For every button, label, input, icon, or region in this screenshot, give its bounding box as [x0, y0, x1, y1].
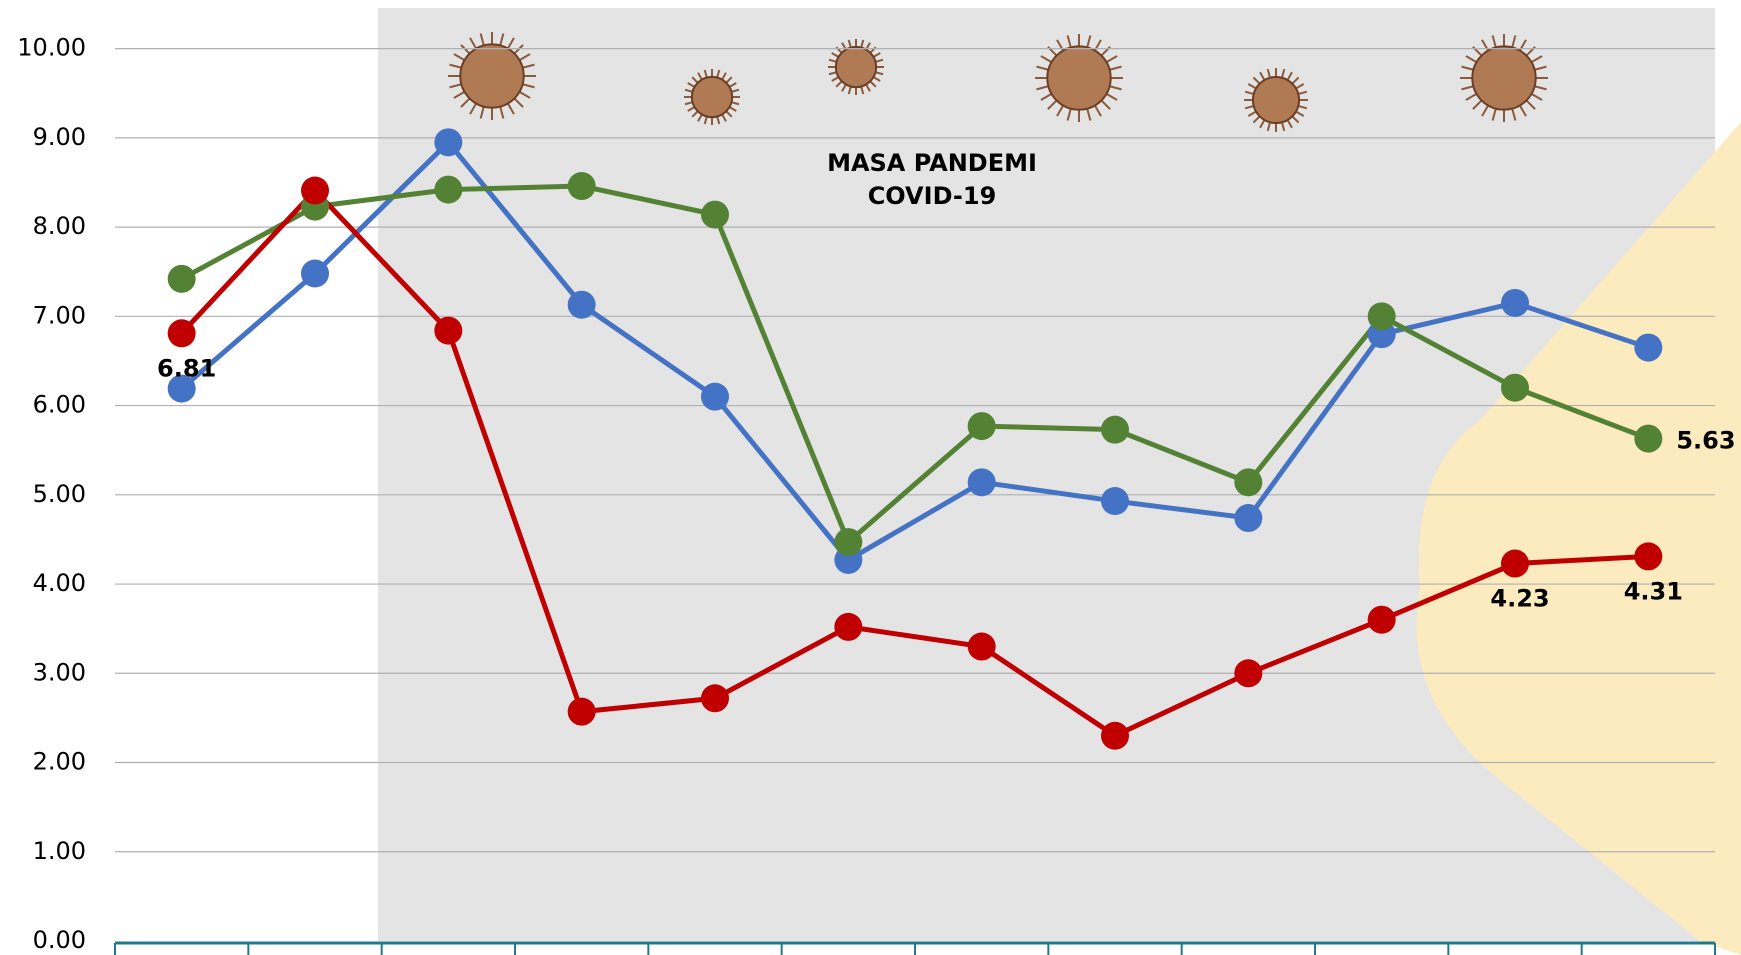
data-label: 6.81: [157, 354, 216, 382]
data-point: [1501, 374, 1529, 402]
data-point: [701, 383, 729, 411]
data-point: [434, 317, 462, 345]
y-tick-label: 8.00: [33, 212, 86, 240]
y-tick-label: 1.00: [33, 837, 86, 865]
data-point: [701, 201, 729, 229]
data-point: [568, 698, 596, 726]
y-tick-label: 5.00: [33, 480, 86, 508]
data-label: 4.23: [1490, 585, 1549, 613]
data-point: [568, 172, 596, 200]
data-point: [968, 468, 996, 496]
data-point: [301, 177, 329, 205]
chart: MASA PANDEMI COVID-19 0.00 1.00 2.00 3.00 4.…: [0, 0, 1741, 955]
data-point: [434, 128, 462, 156]
data-point: [834, 528, 862, 556]
data-point: [1501, 289, 1529, 317]
annotation: COVID-19: [868, 182, 997, 210]
data-point: [1234, 504, 1262, 532]
data-point: [701, 684, 729, 712]
data-point: [834, 613, 862, 641]
data-point: [1101, 416, 1129, 444]
y-tick-label: 10.00: [17, 34, 86, 62]
virus-icon: [828, 39, 884, 95]
data-point: [168, 319, 196, 347]
annotation: MASA PANDEMI: [827, 149, 1037, 177]
data-point: [1234, 468, 1262, 496]
data-point: [1368, 606, 1396, 634]
data-point: [1501, 550, 1529, 578]
data-point: [568, 291, 596, 319]
data-point: [1101, 487, 1129, 515]
virus-body: [836, 47, 876, 87]
data-label: 5.63: [1676, 427, 1735, 455]
data-point: [1368, 302, 1396, 330]
y-tick-label: 3.00: [33, 658, 86, 686]
virus-icon: [1460, 34, 1548, 122]
data-label: 4.31: [1624, 577, 1683, 605]
y-tick-label: 0.00: [33, 926, 86, 954]
data-point: [1634, 334, 1662, 362]
virus-body: [692, 77, 732, 117]
data-point: [968, 412, 996, 440]
virus-icon: [448, 32, 536, 120]
virus-icon: [684, 69, 740, 125]
virus-icon: [1244, 68, 1308, 132]
virus-icon: [1035, 34, 1123, 122]
data-point: [1101, 722, 1129, 750]
virus-body: [1253, 77, 1299, 123]
virus-body: [460, 44, 523, 107]
data-point: [434, 176, 462, 204]
y-tick-label: 2.00: [33, 748, 86, 776]
data-point: [301, 259, 329, 287]
virus-body: [1047, 46, 1110, 109]
data-point: [1634, 425, 1662, 453]
virus-body: [1472, 46, 1535, 109]
y-tick-label: 6.00: [33, 391, 86, 419]
y-tick-label: 9.00: [33, 123, 86, 151]
data-point: [1634, 542, 1662, 570]
y-tick-label: 7.00: [33, 301, 86, 329]
data-point: [1234, 659, 1262, 687]
data-point: [968, 633, 996, 661]
data-point: [168, 265, 196, 293]
y-tick-label: 4.00: [33, 569, 86, 597]
